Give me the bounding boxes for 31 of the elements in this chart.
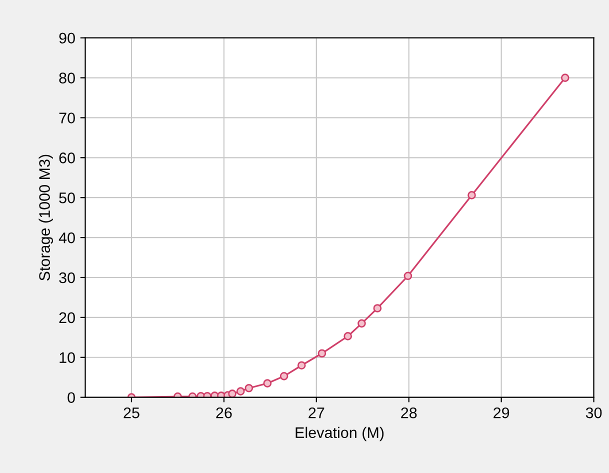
x-axis-title: Elevation (M) — [296, 426, 384, 442]
y-tick-label: 10 — [60, 352, 75, 364]
point — [280, 372, 288, 380]
point — [468, 191, 476, 200]
x-tick-label: 29 — [494, 407, 510, 418]
y-tick-label: 50 — [59, 192, 75, 204]
point — [358, 319, 366, 328]
point — [244, 384, 254, 392]
y-tick-label: 80 — [59, 72, 75, 84]
y-tick-label: 20 — [59, 312, 75, 324]
x-tick-label: 27 — [308, 407, 324, 418]
point — [560, 74, 570, 82]
y-tick-label: 0 — [68, 392, 75, 404]
y-tick-label: 70 — [59, 112, 75, 124]
x-tick-label: 28 — [401, 407, 417, 418]
point — [373, 304, 382, 312]
point — [318, 349, 326, 358]
point — [263, 379, 272, 388]
point — [297, 361, 306, 370]
x-tick-label: 25 — [124, 407, 140, 418]
x-tick-label: 26 — [216, 407, 232, 418]
y-tick-label: 90 — [59, 32, 75, 44]
point — [344, 332, 352, 340]
point — [228, 390, 236, 398]
point — [236, 387, 245, 396]
point — [404, 272, 412, 280]
y-tick-label: 40 — [58, 232, 75, 244]
y-tick-label: 30 — [59, 272, 75, 284]
x-tick-label: 30 — [586, 407, 602, 418]
y-axis-title: Storage (1000 M3) — [38, 154, 53, 281]
y-tick-label: 60 — [59, 152, 75, 164]
